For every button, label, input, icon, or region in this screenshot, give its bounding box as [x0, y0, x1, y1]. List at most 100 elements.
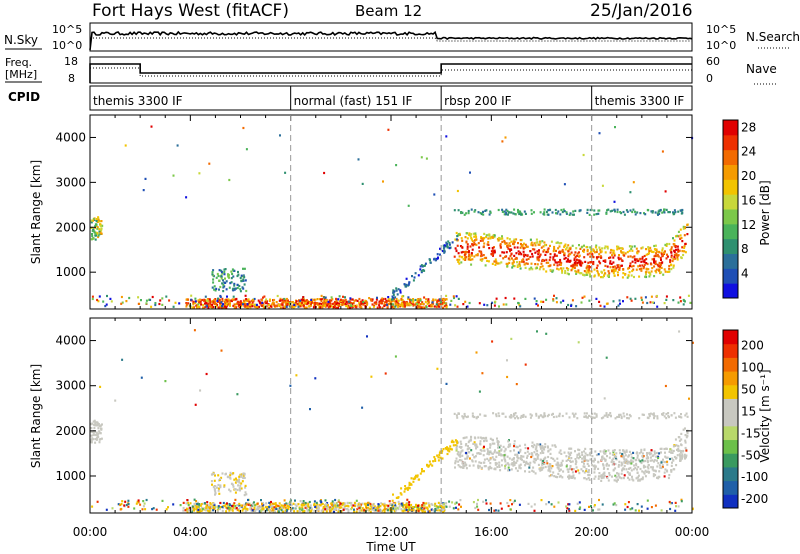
heatmap-cell	[614, 210, 616, 213]
heatmap-cell	[228, 503, 231, 506]
heatmap-cell	[305, 306, 308, 309]
heatmap-cell	[95, 220, 98, 223]
heatmap-cell	[585, 468, 588, 471]
heatmap-cell	[436, 507, 438, 510]
heatmap-cell	[236, 480, 239, 483]
beam-label: Beam 12	[355, 2, 422, 20]
heatmap-cell	[307, 505, 310, 508]
heatmap-cell	[518, 263, 521, 266]
heatmap-cell	[647, 464, 650, 467]
heatmap-cell	[523, 263, 526, 266]
heatmap-cell	[218, 269, 221, 272]
heatmap-cell	[631, 269, 634, 273]
heatmap-cell	[502, 257, 505, 260]
heatmap-cell	[377, 509, 380, 512]
heatmap-cell	[403, 303, 406, 306]
heatmap-cell	[220, 301, 223, 304]
heatmap-cell	[628, 460, 631, 463]
heatmap-cell	[298, 507, 301, 510]
heatmap-cell	[479, 258, 482, 261]
heatmap-cell	[677, 447, 680, 451]
heatmap-cell	[434, 298, 437, 301]
heatmap-cell	[477, 508, 480, 511]
heatmap-cell	[242, 287, 245, 290]
heatmap-cell	[463, 412, 466, 416]
heatmap-cell	[373, 301, 376, 304]
heatmap-cell	[499, 254, 502, 257]
heatmap-cell	[544, 443, 547, 446]
heatmap-cell	[456, 189, 459, 193]
heatmap-cell	[233, 502, 236, 505]
heatmap-cell	[550, 474, 553, 477]
heatmap-cell	[472, 442, 475, 445]
heatmap-cell	[489, 236, 492, 239]
colorbar-tick-label: 16	[741, 193, 756, 207]
heatmap-cell	[412, 509, 415, 512]
heatmap-cell	[513, 208, 516, 211]
heatmap-cell	[466, 448, 469, 451]
heatmap-cell	[96, 298, 99, 302]
heatmap-cell	[540, 468, 543, 471]
heatmap-cell	[209, 510, 212, 513]
heatmap-cell	[660, 262, 663, 265]
heatmap-cell	[529, 250, 532, 253]
heatmap-cell	[545, 503, 548, 506]
heatmap-cell	[423, 264, 426, 267]
heatmap-cell	[228, 286, 231, 289]
heatmap-cell	[676, 258, 679, 261]
heatmap-cell	[448, 450, 451, 453]
heatmap-cell	[606, 415, 609, 418]
heatmap-cell	[254, 303, 257, 306]
heatmap-cell	[588, 469, 590, 472]
heatmap-cell	[606, 302, 609, 305]
heatmap-cell	[94, 234, 97, 237]
heatmap-cell	[680, 236, 683, 240]
heatmap-cell	[457, 508, 460, 511]
heatmap-cell	[609, 452, 612, 455]
heatmap-cell	[144, 508, 147, 511]
heatmap-cell	[223, 504, 226, 507]
heatmap-cell	[465, 467, 468, 470]
heatmap-cell	[578, 501, 581, 504]
heatmap-cell	[680, 432, 683, 435]
heatmap-cell	[494, 449, 496, 452]
heatmap-cell	[603, 247, 606, 250]
heatmap-cell	[94, 232, 97, 235]
heatmap-cell	[592, 261, 595, 264]
heatmap-cell	[499, 502, 502, 505]
heatmap-cell	[321, 297, 324, 301]
heatmap-cell	[266, 507, 269, 510]
heatmap-cell	[554, 261, 557, 264]
heatmap-cell	[208, 304, 211, 308]
heatmap-cell	[322, 302, 325, 305]
heatmap-cell	[640, 247, 643, 250]
heatmap-cell	[642, 466, 645, 469]
heatmap-cell	[443, 244, 446, 247]
heatmap-cell	[327, 302, 330, 305]
heatmap-cell	[583, 462, 585, 465]
colorbar-swatch	[723, 371, 738, 386]
heatmap-cell	[636, 451, 638, 454]
heatmap-cell	[360, 509, 363, 512]
heatmap-cell	[405, 506, 408, 509]
colorbar-swatch	[723, 425, 738, 441]
heatmap-cell	[530, 505, 533, 508]
heatmap-cell	[362, 303, 365, 306]
heatmap-cell	[194, 502, 197, 505]
heatmap-cell	[628, 478, 631, 481]
heatmap-cell	[220, 269, 223, 272]
heatmap-cell	[197, 299, 200, 302]
heatmap-cell	[543, 249, 546, 252]
heatmap-cell	[564, 248, 567, 251]
heatmap-cell	[99, 425, 102, 428]
heatmap-cell	[334, 504, 337, 507]
heatmap-cell	[489, 211, 492, 214]
heatmap-cell	[214, 300, 216, 303]
colorbar-tick-label: 15	[741, 404, 756, 418]
heatmap-cell	[217, 483, 220, 487]
heatmap-cell	[665, 447, 668, 450]
heatmap-cell	[426, 302, 429, 305]
heatmap-cell	[450, 440, 453, 444]
heatmap-cell	[683, 455, 686, 458]
heatmap-cell	[524, 253, 527, 257]
